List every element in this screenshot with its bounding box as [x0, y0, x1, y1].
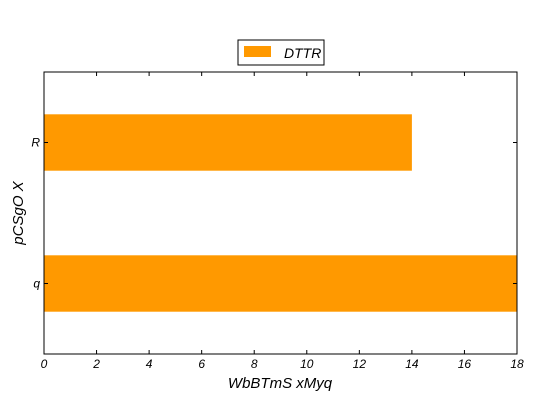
x-tick-label: 12 — [353, 357, 367, 371]
x-tick-label: 2 — [92, 357, 100, 371]
x-tick-label: 8 — [251, 357, 258, 371]
legend-label: DTTR — [284, 45, 321, 61]
x-tick-label: 10 — [300, 357, 314, 371]
legend-swatch — [244, 46, 271, 57]
bar-q — [44, 255, 517, 312]
x-tick-label: 18 — [510, 357, 524, 371]
y-tick-label: R — [31, 136, 40, 150]
plot-area — [44, 114, 517, 312]
bar-R — [44, 114, 412, 171]
x-tick-label: 14 — [405, 357, 419, 371]
x-axis-label: WbBTmS xMyq — [228, 375, 333, 392]
y-tick-label: q — [33, 277, 40, 291]
legend: DTTR — [237, 39, 325, 66]
axis-ticks: 0 2 4 6 8 10 12 14 16 18 q R — [31, 72, 524, 371]
x-tick-label: 16 — [458, 357, 472, 371]
y-axis-label: pCSgO X — [10, 180, 27, 245]
x-tick-label: 6 — [198, 357, 205, 371]
plot-frame — [43, 71, 518, 355]
x-tick-label: 0 — [41, 357, 48, 371]
x-tick-label: 4 — [146, 357, 153, 371]
